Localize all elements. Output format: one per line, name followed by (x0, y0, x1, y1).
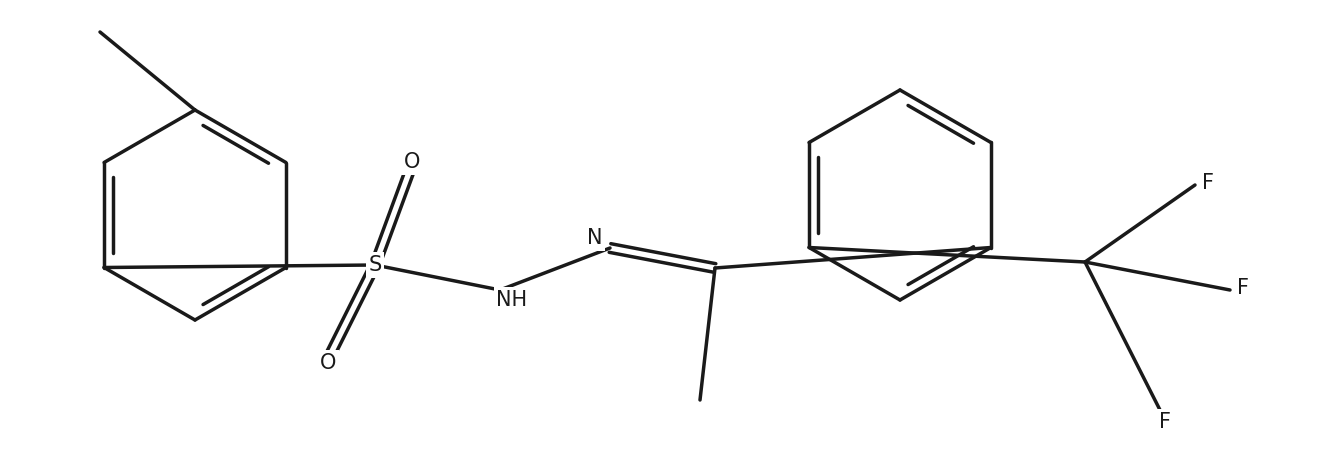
Text: O: O (319, 353, 336, 373)
Text: S: S (368, 255, 382, 275)
Text: F: F (1237, 278, 1249, 298)
Text: F: F (1202, 173, 1214, 193)
Text: N: N (588, 228, 602, 248)
Text: O: O (404, 152, 420, 172)
Text: NH: NH (496, 290, 528, 310)
Text: F: F (1158, 412, 1170, 432)
